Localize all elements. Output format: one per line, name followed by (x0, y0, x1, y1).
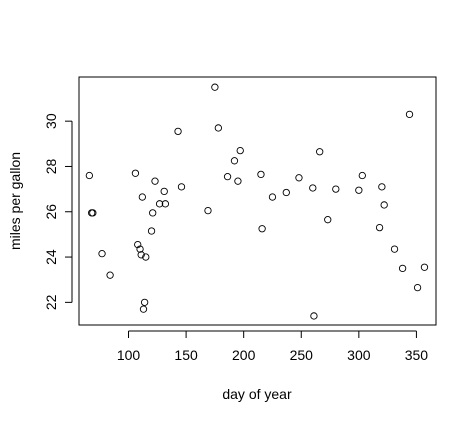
data-point (316, 148, 324, 156)
data-point (136, 245, 144, 253)
data-points (85, 83, 429, 320)
data-point (161, 200, 170, 208)
data-point (147, 227, 156, 235)
data-point (106, 271, 114, 279)
data-point (310, 312, 318, 320)
data-point (149, 209, 157, 217)
data-point (282, 188, 290, 197)
data-point (420, 263, 429, 271)
data-point (375, 223, 384, 232)
data-point (223, 172, 232, 181)
x-axis: 100 150 200 250 300 350 (117, 330, 429, 363)
data-point (139, 305, 148, 313)
y-axis-label: miles per gallon (7, 152, 23, 250)
x-tick-label: 350 (405, 347, 429, 363)
data-point (134, 240, 142, 249)
x-tick-label: 250 (290, 347, 314, 363)
data-point (324, 216, 332, 224)
plot-frame (78, 76, 437, 326)
data-point (378, 183, 386, 191)
y-tick-label: 24 (43, 249, 59, 265)
data-point (236, 146, 244, 155)
y-tick-label: 30 (43, 113, 59, 129)
x-tick-label: 150 (174, 347, 198, 363)
data-point (211, 83, 219, 91)
data-point (234, 177, 242, 185)
y-axis: 22 24 26 28 30 (43, 113, 73, 310)
data-point (257, 170, 265, 179)
data-point (155, 200, 164, 208)
x-tick-label: 100 (117, 347, 141, 363)
data-point (140, 298, 149, 306)
data-point (295, 174, 303, 182)
data-point (160, 187, 168, 196)
data-point (151, 177, 159, 185)
data-point (138, 193, 146, 201)
data-point (204, 206, 212, 215)
data-point (258, 225, 266, 233)
data-point (98, 250, 106, 258)
data-point (131, 169, 140, 177)
x-tick-label: 200 (232, 347, 256, 363)
data-point (390, 245, 399, 253)
data-point (174, 127, 182, 136)
data-point (268, 193, 277, 201)
data-point (89, 209, 97, 217)
y-tick-label: 22 (43, 294, 59, 310)
data-point (309, 184, 317, 192)
data-point (355, 186, 363, 194)
x-axis-label: day of year (222, 386, 292, 402)
data-point (142, 253, 150, 261)
data-point (332, 185, 340, 193)
y-tick-label: 28 (43, 158, 59, 174)
data-point (137, 251, 145, 259)
y-tick-label: 26 (43, 204, 59, 220)
data-point (358, 171, 366, 180)
data-point (405, 110, 414, 119)
data-point (380, 201, 388, 209)
data-point (214, 124, 223, 132)
data-point (413, 283, 422, 292)
data-point (398, 264, 407, 273)
data-point (85, 171, 94, 180)
data-point (177, 183, 186, 191)
x-tick-label: 300 (347, 347, 371, 363)
data-point (230, 157, 239, 165)
